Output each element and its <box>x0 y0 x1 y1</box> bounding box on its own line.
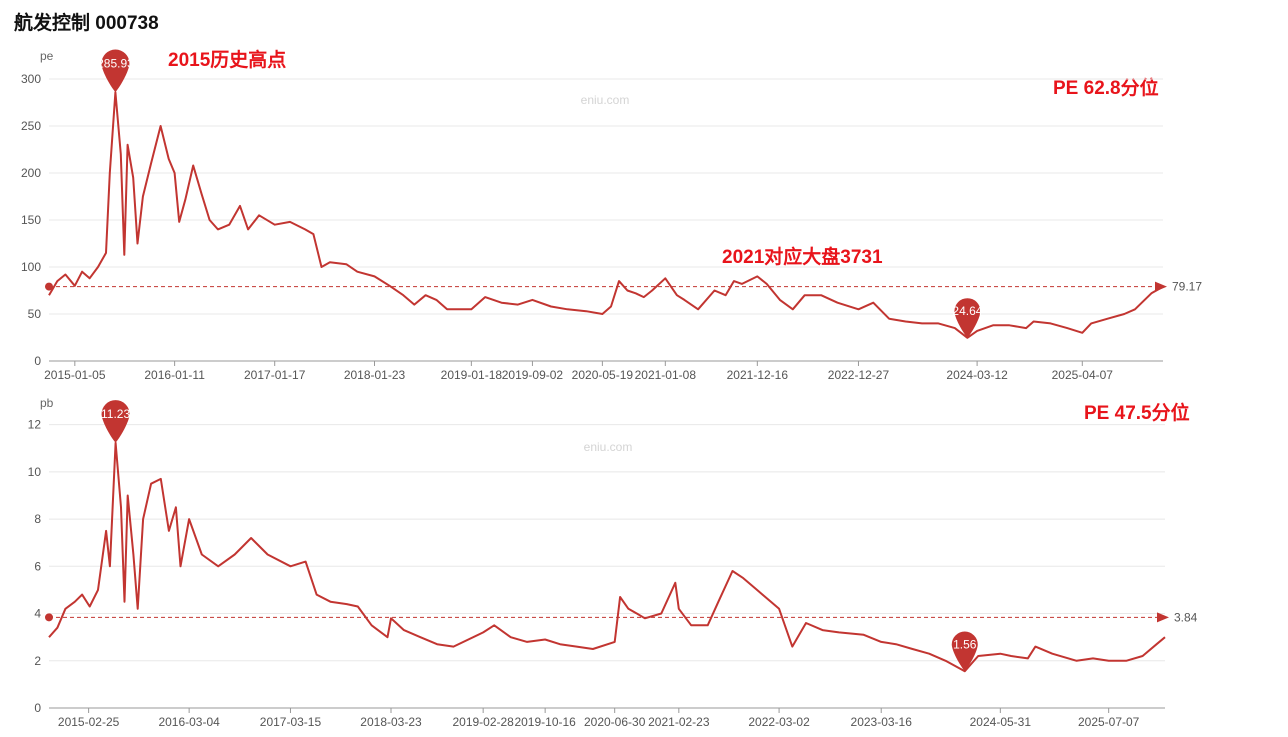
max-value-label: 285.93 <box>97 57 134 71</box>
x-tick-label: 2023-03-16 <box>851 715 913 729</box>
x-tick-label: 2021-12-16 <box>727 368 789 382</box>
reference-line-label: 79.17 <box>1172 280 1202 294</box>
x-tick-label: 2018-03-23 <box>360 715 422 729</box>
watermark: eniu.com <box>584 440 633 454</box>
x-tick-label: 2020-06-30 <box>584 715 646 729</box>
x-tick-label: 2020-05-19 <box>572 368 634 382</box>
y-tick-label: 100 <box>21 260 41 274</box>
x-tick-label: 2025-07-07 <box>1078 715 1140 729</box>
x-tick-label: 2022-03-02 <box>748 715 810 729</box>
y-tick-label: 10 <box>28 465 42 479</box>
reference-start-dot <box>45 282 53 291</box>
max-value-pin <box>101 49 130 93</box>
page-title: 航发控制 000738 <box>14 13 159 34</box>
y-tick-label: 150 <box>21 213 41 227</box>
x-tick-label: 2017-01-17 <box>244 368 306 382</box>
series-line <box>48 441 1166 673</box>
annotation-pe-percentile: PE 62.8分位 <box>1053 78 1159 99</box>
x-tick-label: 2019-02-28 <box>452 715 514 729</box>
x-tick-label: 2021-01-08 <box>635 368 697 382</box>
x-tick-label: 2016-01-11 <box>144 368 205 382</box>
y-unit-label: pb <box>40 396 54 410</box>
annotation-2015-high: 2015历史高点 <box>168 50 287 71</box>
y-tick-label: 0 <box>34 354 41 368</box>
x-tick-label: 2022-12-27 <box>828 368 890 382</box>
watermark: eniu.com <box>581 93 630 107</box>
max-value-pin <box>101 400 130 443</box>
series-line <box>48 91 1164 339</box>
annotation-pb-percentile: PE 47.5分位 <box>1084 403 1190 424</box>
x-tick-label: 2017-03-15 <box>260 715 322 729</box>
x-tick-label: 2016-03-04 <box>158 715 220 729</box>
reference-arrow <box>1157 612 1169 623</box>
x-tick-label: 2015-02-25 <box>58 715 120 729</box>
y-tick-label: 2 <box>34 654 41 668</box>
min-value-label: 24.64 <box>952 304 982 318</box>
y-tick-label: 8 <box>34 512 41 526</box>
reference-line-label: 3.84 <box>1174 610 1198 624</box>
x-tick-label: 2019-01-18 <box>441 368 503 382</box>
x-tick-label: 2015-01-05 <box>44 368 106 382</box>
x-tick-label: 2021-02-23 <box>648 715 710 729</box>
y-tick-label: 50 <box>28 307 42 321</box>
max-value-label: 11.23 <box>101 407 130 421</box>
y-tick-label: 0 <box>34 701 41 715</box>
y-tick-label: 12 <box>28 418 42 432</box>
y-tick-label: 300 <box>21 72 41 86</box>
y-tick-label: 250 <box>21 119 41 133</box>
min-value-label: 1.56 <box>953 638 977 652</box>
y-unit-label: pe <box>40 49 54 63</box>
y-tick-label: 200 <box>21 166 41 180</box>
y-tick-label: 4 <box>34 607 41 621</box>
x-tick-label: 2024-05-31 <box>970 715 1032 729</box>
x-tick-label: 2018-01-23 <box>344 368 406 382</box>
reference-start-dot <box>45 613 53 622</box>
x-tick-label: 2019-09-02 <box>502 368 564 382</box>
min-value-pin <box>954 298 981 338</box>
x-tick-label: 2024-03-12 <box>946 368 1008 382</box>
x-tick-label: 2019-10-16 <box>514 715 576 729</box>
min-value-pin <box>951 631 978 672</box>
annotation-2021-market: 2021对应大盘3731 <box>722 247 883 268</box>
y-tick-label: 6 <box>34 559 41 573</box>
x-tick-label: 2025-04-07 <box>1052 368 1114 382</box>
